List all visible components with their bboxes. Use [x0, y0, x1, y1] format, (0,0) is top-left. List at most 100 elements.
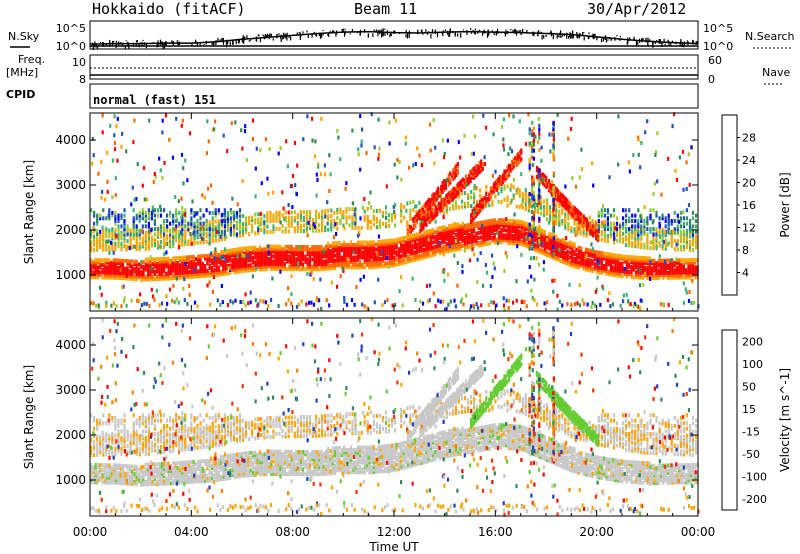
power-cell	[176, 273, 179, 278]
power-cell	[637, 263, 640, 268]
power-cell	[479, 208, 482, 213]
power-cell	[623, 272, 626, 276]
power-cell	[682, 258, 685, 263]
power-cell	[486, 221, 489, 226]
power-cell	[208, 223, 211, 228]
power-cell	[220, 260, 223, 264]
power-cell	[185, 267, 188, 272]
power-cell	[352, 265, 355, 270]
power-cell	[560, 201, 563, 206]
power-cell	[678, 260, 681, 265]
power-cell	[498, 223, 501, 227]
power-cell	[443, 198, 446, 202]
power-cell	[511, 164, 514, 169]
power-cell	[473, 252, 476, 257]
power-cell	[320, 244, 323, 249]
power-cell	[201, 269, 204, 274]
power-cell	[229, 248, 232, 253]
power-cell	[297, 267, 300, 272]
power-cell	[167, 264, 170, 269]
power-cell	[449, 189, 452, 194]
power-cell	[402, 251, 405, 255]
power-cell	[477, 164, 480, 169]
power-cell	[630, 267, 633, 272]
power-cell	[484, 242, 487, 247]
power-cell	[342, 223, 345, 228]
power-cell	[691, 239, 695, 244]
power-cell	[201, 274, 204, 278]
power-cell	[245, 256, 248, 261]
power-cell	[190, 210, 193, 215]
power-cell	[187, 224, 190, 229]
nsky-point	[566, 34, 568, 39]
power-cell	[201, 271, 204, 276]
power-cell	[631, 229, 634, 234]
power-cell	[581, 224, 584, 229]
power-cell	[299, 229, 302, 233]
nsky-point	[642, 38, 644, 41]
nsky-point	[235, 39, 237, 45]
power-cell	[482, 242, 485, 247]
power-cell	[413, 243, 416, 247]
power-cell	[158, 264, 161, 269]
power-cell	[598, 260, 601, 265]
power-cell	[525, 231, 528, 236]
power-cell	[356, 240, 359, 245]
power-cell	[413, 257, 416, 262]
nsky-point	[135, 43, 137, 47]
power-cell	[175, 238, 178, 243]
power-cell	[363, 252, 366, 257]
power-cell	[561, 196, 564, 201]
power-cell	[465, 182, 468, 187]
power-cell	[446, 272, 450, 277]
nsky-point	[390, 31, 392, 34]
power-cell	[101, 268, 104, 272]
power-cell	[596, 267, 599, 272]
power-cell	[460, 199, 464, 204]
power-cell	[418, 256, 421, 261]
nsky-point	[217, 37, 219, 42]
power-cell	[235, 259, 239, 264]
power-cell	[239, 233, 242, 238]
power-cell	[597, 213, 600, 218]
nsky-point	[659, 40, 661, 44]
power-cell	[188, 260, 191, 265]
power-cell	[438, 251, 441, 256]
power-cell	[290, 249, 293, 254]
power-cell	[523, 228, 526, 233]
nsky-point	[543, 35, 545, 39]
nsky-point	[164, 42, 166, 47]
power-cell	[281, 262, 284, 267]
power-cell	[434, 235, 437, 239]
power-cell	[403, 204, 406, 209]
power-cell	[652, 208, 655, 213]
power-cell	[135, 244, 138, 249]
power-cell	[434, 230, 437, 234]
power-cell	[468, 235, 471, 240]
nsky-point	[315, 32, 317, 36]
nsky-point	[116, 42, 118, 45]
power-cell	[336, 226, 339, 231]
power-cell	[678, 263, 681, 268]
power-cell	[190, 265, 193, 269]
power-cell	[506, 184, 509, 189]
power-cell	[214, 238, 217, 243]
power-cell	[153, 221, 156, 226]
power-cell	[450, 241, 453, 245]
power-cell	[476, 207, 479, 212]
power-cell	[313, 247, 316, 252]
power-cell	[398, 160, 401, 165]
power-cell	[550, 255, 553, 259]
power-cell	[356, 265, 359, 270]
power-cell	[245, 263, 248, 268]
power-cell	[108, 216, 111, 221]
nsky-point	[335, 31, 337, 33]
power-cell	[402, 260, 405, 265]
power-cell	[409, 251, 412, 256]
power-cell	[676, 227, 679, 232]
power-cell	[469, 170, 472, 174]
power-cell	[432, 196, 435, 201]
power-cell	[99, 239, 102, 244]
power-cell	[454, 247, 457, 252]
nsky-point	[280, 35, 282, 39]
